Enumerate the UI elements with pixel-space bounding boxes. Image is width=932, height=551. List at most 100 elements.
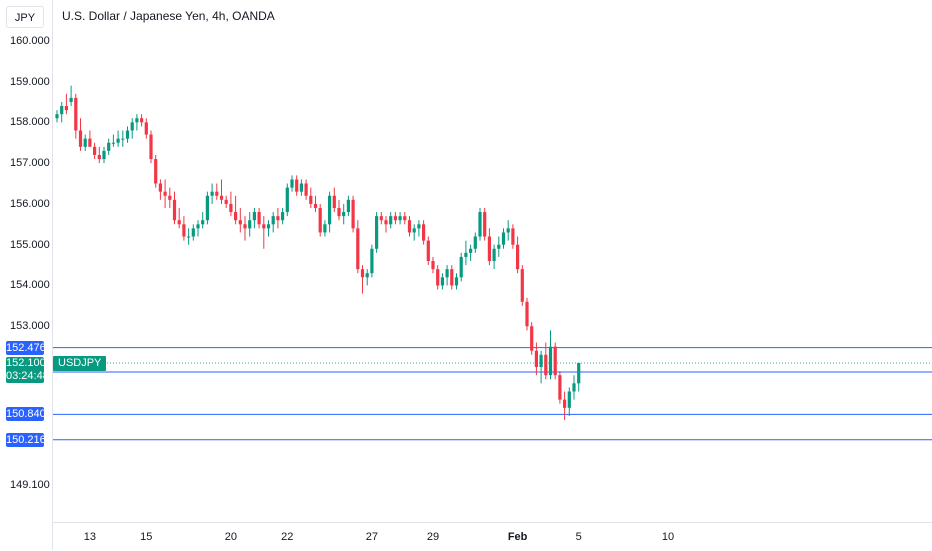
candle-body (403, 216, 407, 221)
candle-body (544, 354, 548, 376)
candle-body (111, 142, 115, 144)
candle-body (558, 375, 562, 400)
candle-body (342, 212, 346, 217)
current-price-badge: 152.100 03:24:48 (6, 356, 49, 383)
candle-body (572, 383, 576, 392)
candle-body (365, 273, 369, 278)
candle-body (431, 261, 435, 270)
candle-body (271, 216, 275, 225)
candle-body (318, 207, 322, 233)
candle-body (346, 199, 350, 213)
candle-body (379, 216, 383, 221)
candle-body (55, 114, 59, 119)
current-price-value: 152.100 (6, 356, 46, 369)
candle-body (93, 146, 97, 155)
candle-body (370, 248, 374, 274)
candle-body (285, 187, 289, 213)
candle-body (323, 224, 327, 233)
candle-body (539, 354, 543, 368)
x-tick-label: 13 (83, 531, 97, 543)
candle-body (469, 248, 473, 253)
candlestick-chart[interactable] (0, 0, 932, 522)
candle-body (191, 228, 195, 237)
candle-body (116, 138, 120, 143)
candle-body (563, 399, 567, 408)
candle-body (567, 391, 571, 408)
x-tick-label: 29 (426, 531, 440, 543)
candle-body (281, 212, 285, 221)
candle-body (389, 216, 393, 225)
candle-body (506, 228, 510, 233)
candle-body (252, 212, 256, 221)
y-tick-label: 158.000 (10, 116, 50, 129)
candle-body (450, 269, 454, 286)
candle-body (473, 236, 477, 249)
candle-body (426, 240, 430, 261)
candle-body (553, 346, 557, 376)
candle-body (229, 203, 233, 213)
horizontal-line-price-badge[interactable]: 150.216 (6, 432, 46, 447)
candle-body (412, 228, 416, 233)
x-tick-label: 22 (281, 531, 294, 543)
candle-body (483, 212, 487, 237)
candle-body (163, 191, 167, 196)
x-tick-label: 15 (140, 531, 153, 543)
candle-body (172, 199, 177, 221)
candle-body (60, 106, 64, 115)
candle-body (577, 362, 581, 384)
horizontal-line-price-badge[interactable]: 152.476 (6, 340, 46, 355)
y-tick-label: 154.000 (10, 279, 50, 292)
candle-body (140, 118, 144, 123)
candle-body (516, 244, 520, 270)
candle-body (196, 224, 200, 229)
y-tick-label: 157.000 (10, 157, 50, 170)
candle-body (295, 179, 299, 192)
candle-body (520, 269, 524, 302)
candle-body (149, 134, 153, 160)
candle-body (290, 179, 294, 188)
candle-body (168, 195, 172, 200)
horizontal-line-price-badge[interactable]: 150.840 (6, 407, 46, 422)
y-tick-label: 160.000 (10, 34, 50, 47)
candle-body (299, 183, 303, 192)
candle-body (144, 122, 148, 135)
candle-body (158, 183, 162, 192)
candle-body (309, 195, 313, 204)
candle-body (74, 97, 78, 131)
candle-body (398, 216, 402, 221)
chart-title: U.S. Dollar / Japanese Yen, 4h, OANDA (62, 9, 275, 23)
candle-body (135, 118, 139, 123)
candle-body (78, 130, 83, 147)
candle-body (525, 301, 529, 327)
candle-body (422, 224, 426, 241)
candle-body (69, 97, 73, 102)
candle-body (440, 277, 444, 286)
candle-body (187, 236, 191, 238)
y-tick-label: 153.000 (10, 320, 50, 333)
candle-body (107, 142, 111, 151)
candle-body (130, 122, 134, 131)
bar-countdown: 03:24:48 (6, 369, 49, 382)
candle-body (511, 228, 515, 245)
currency-button[interactable]: JPY (6, 6, 44, 28)
candle-body (276, 216, 280, 221)
time-axis[interactable] (53, 522, 932, 551)
candle-body (384, 220, 388, 225)
x-tick-label: 20 (224, 531, 238, 543)
candle-body (393, 216, 397, 221)
candle-body (83, 138, 87, 147)
candle-body (205, 195, 209, 221)
candle-body (257, 212, 261, 225)
candle-body (445, 269, 449, 278)
price-axis[interactable] (0, 0, 53, 550)
candle-body (88, 138, 92, 147)
x-tick-label: Feb (507, 531, 528, 543)
candle-body (501, 232, 506, 245)
candle-body (313, 203, 318, 208)
y-tick-label: 155.000 (10, 238, 50, 251)
x-tick-label: 5 (575, 531, 582, 543)
candle-body (328, 195, 332, 225)
candle-body (548, 346, 553, 376)
y-tick-label: 156.000 (10, 197, 50, 210)
candle-body (224, 199, 228, 204)
